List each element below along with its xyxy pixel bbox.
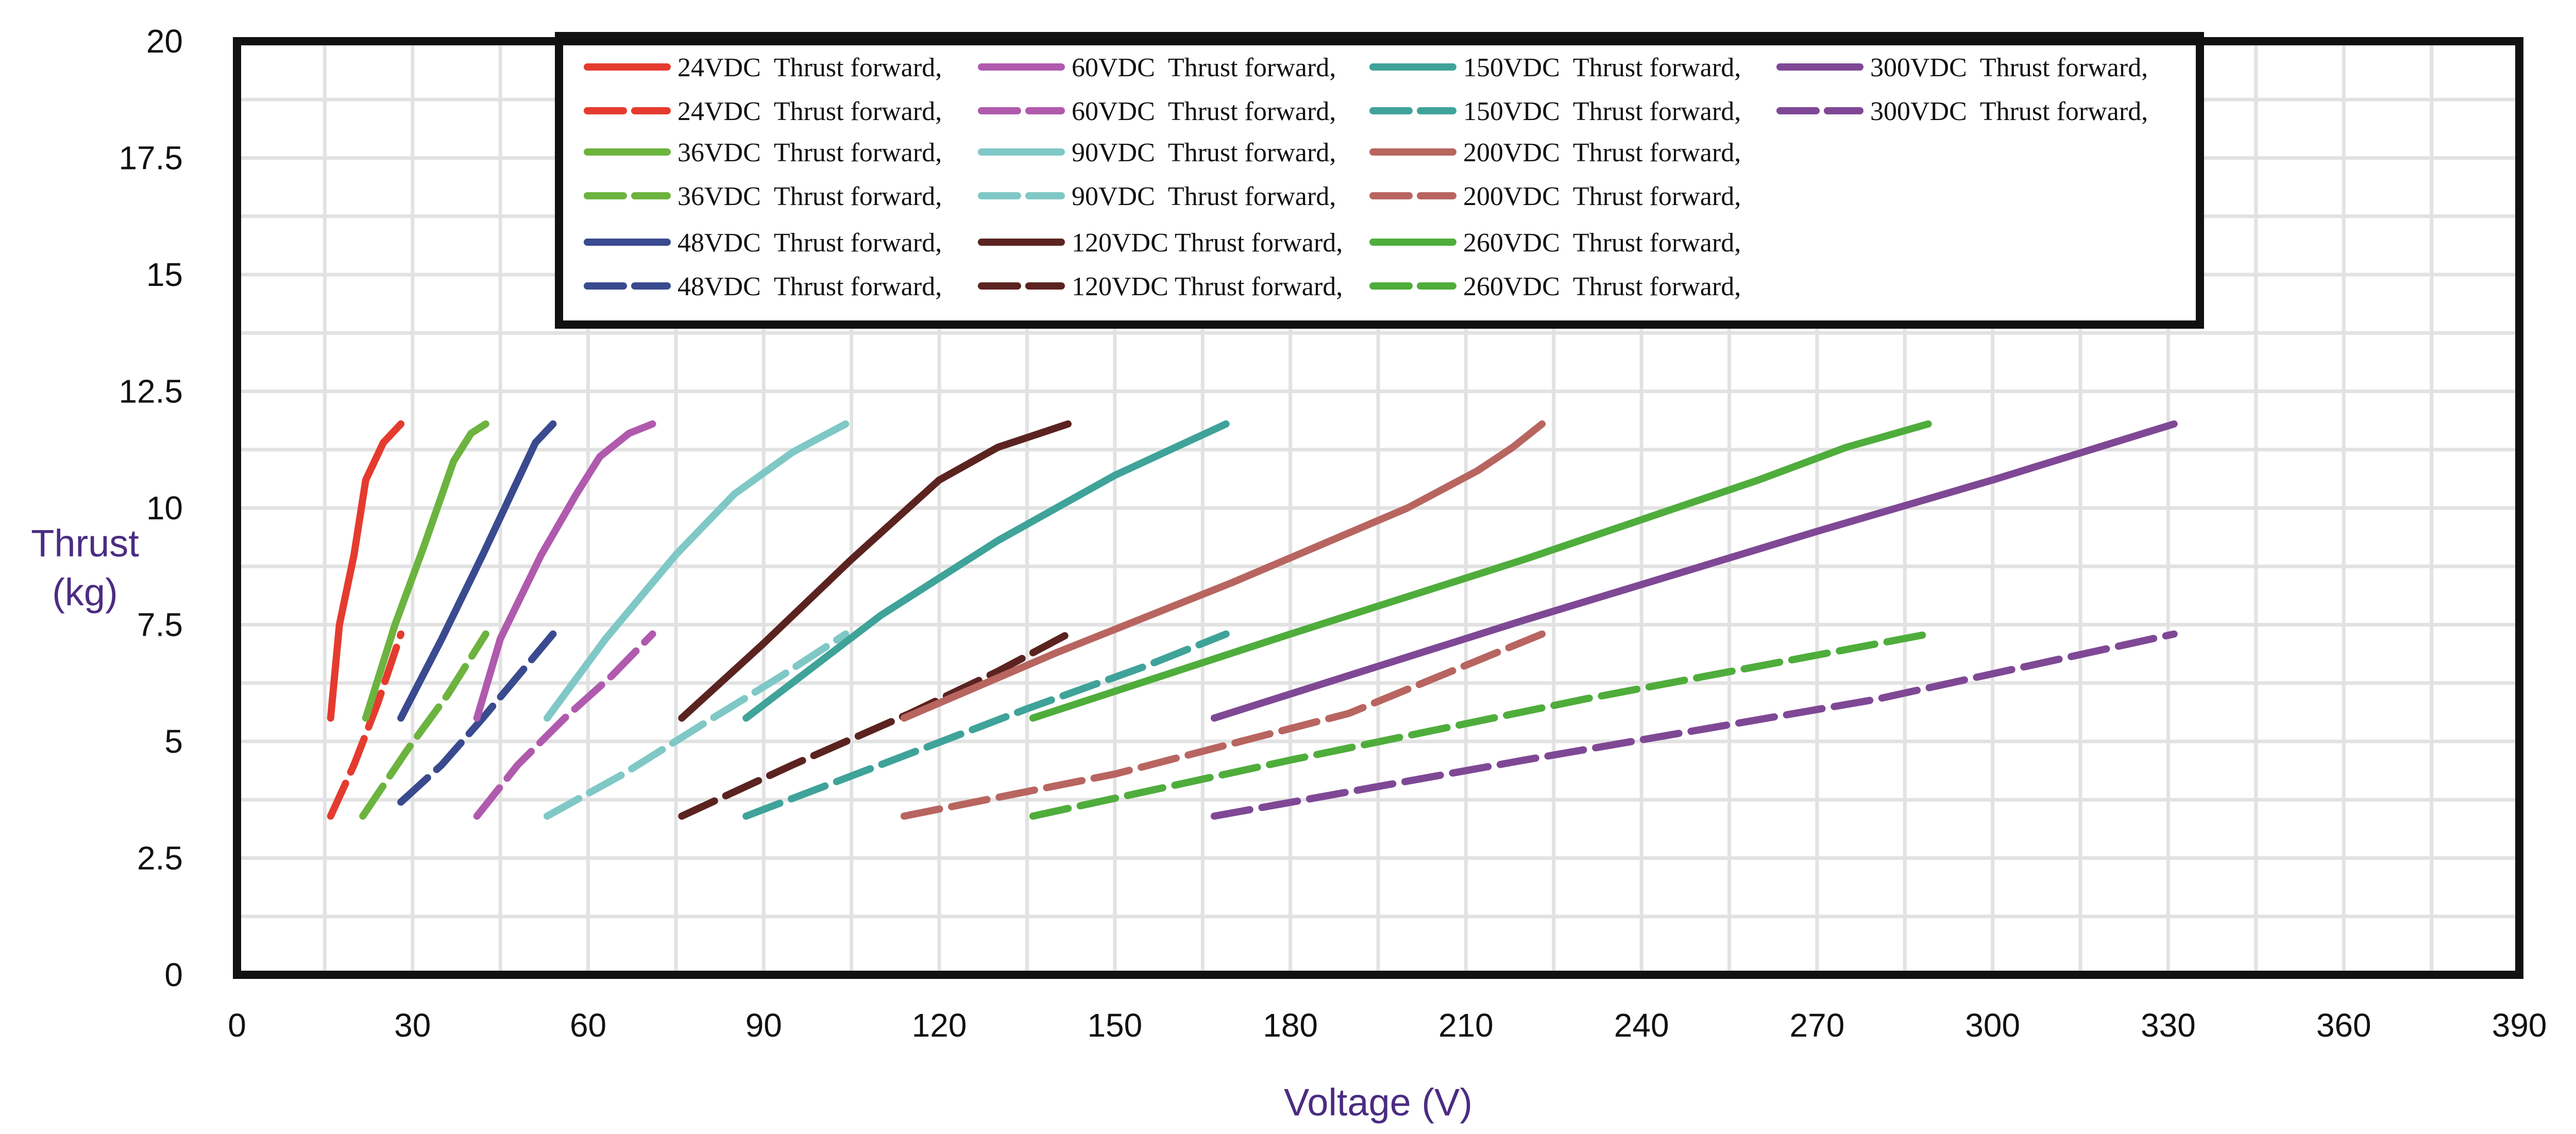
x-tick-label: 390 — [2492, 1007, 2547, 1044]
series-line-19-solid — [1210, 420, 2178, 722]
x-tick-label: 240 — [1614, 1007, 1669, 1044]
series-line-16-dashed — [900, 630, 1546, 820]
x-tick-label: 360 — [2316, 1007, 2371, 1044]
y-axis-title-line-1: Thrust — [31, 522, 139, 565]
x-tick-label: 150 — [1087, 1007, 1142, 1044]
x-tick-label: 300 — [1965, 1007, 2020, 1044]
y-tick-label: 10 — [146, 489, 183, 527]
legend-label: 300VDC Thrust forward, — [1870, 97, 2148, 126]
series-line-9-solid — [544, 420, 850, 722]
series-line-13-solid — [742, 420, 1230, 722]
series-line-14-dashed — [742, 630, 1230, 820]
series-line-4-dashed — [359, 630, 489, 820]
legend: 24VDC Thrust forward, 24VDC Thrust forwar… — [555, 32, 2204, 329]
legend-label: 260VDC Thrust forward, — [1463, 272, 1741, 301]
series-line-5-solid — [397, 420, 557, 722]
series-line-10-dashed — [544, 630, 850, 820]
legend-label: 300VDC Thrust forward, — [1870, 53, 2148, 82]
legend-label: 24VDC Thrust forward, — [677, 53, 942, 82]
y-tick-label: 5 — [164, 723, 183, 760]
x-tick-label: 210 — [1438, 1007, 1494, 1044]
legend-label: 120VDC Thrust forward, — [1072, 228, 1343, 258]
x-axis-tick-labels: 0 30 60 90 120 150 180 210 240 270 300 330 360 390 — [228, 1007, 2547, 1044]
x-tick-label: 30 — [394, 1007, 431, 1044]
series-line-15-solid — [900, 420, 1546, 722]
series-line-8-dashed — [473, 630, 656, 820]
legend-label: 200VDC Thrust forward, — [1463, 138, 1741, 167]
y-axis-tick-labels: 0 2.5 5 7.5 10 12.5 15 17.5 20 — [118, 23, 183, 993]
series-lines — [327, 420, 2178, 820]
y-tick-label: 17.5 — [118, 140, 183, 177]
y-tick-label: 0 — [164, 956, 183, 993]
legend-box — [555, 32, 2204, 329]
legend-label: 60VDC Thrust forward, — [1072, 97, 1336, 126]
y-axis-title-line-2: (kg) — [52, 571, 117, 614]
series-line-6-dashed — [397, 630, 557, 806]
x-tick-label: 270 — [1790, 1007, 1845, 1044]
series-line-20-dashed — [1210, 630, 2178, 820]
legend-label: 120VDC Thrust forward, — [1072, 272, 1343, 301]
plot-frame — [233, 37, 2523, 979]
legend-label: 260VDC Thrust forward, — [1463, 228, 1741, 258]
series-line-11-solid — [678, 420, 1072, 722]
series-line-1-solid — [327, 420, 405, 722]
series-line-17-solid — [1029, 420, 1932, 722]
y-tick-label: 20 — [146, 23, 183, 60]
legend-label: 48VDC Thrust forward, — [677, 272, 942, 301]
series-line-2-dashed — [327, 630, 405, 820]
x-tick-label: 0 — [228, 1007, 246, 1044]
legend-label: 150VDC Thrust forward, — [1463, 53, 1741, 82]
x-tick-label: 330 — [2141, 1007, 2196, 1044]
y-tick-label: 2.5 — [137, 840, 183, 877]
legend-label: 200VDC Thrust forward, — [1463, 182, 1741, 211]
legend-label: 36VDC Thrust forward, — [677, 182, 942, 211]
series-line-7-solid — [473, 420, 656, 722]
legend-label: 60VDC Thrust forward, — [1072, 53, 1336, 82]
series-line-3-solid — [362, 420, 489, 722]
x-tick-label: 180 — [1263, 1007, 1318, 1044]
y-tick-label: 12.5 — [118, 373, 183, 410]
legend-label: 36VDC Thrust forward, — [677, 138, 942, 167]
legend-label: 90VDC Thrust forward, — [1072, 182, 1336, 211]
x-tick-label: 60 — [570, 1007, 606, 1044]
y-tick-label: 7.5 — [137, 606, 183, 644]
legend-label: 24VDC Thrust forward, — [677, 97, 942, 126]
x-axis-title: Voltage (V) — [1284, 1081, 1472, 1124]
legend-label: 90VDC Thrust forward, — [1072, 138, 1336, 167]
series-line-18-dashed — [1029, 630, 1932, 820]
y-tick-label: 15 — [146, 256, 183, 293]
legend-label: 150VDC Thrust forward, — [1463, 97, 1741, 126]
legend-label: 48VDC Thrust forward, — [677, 228, 942, 258]
x-tick-label: 90 — [745, 1007, 782, 1044]
x-tick-label: 120 — [912, 1007, 967, 1044]
